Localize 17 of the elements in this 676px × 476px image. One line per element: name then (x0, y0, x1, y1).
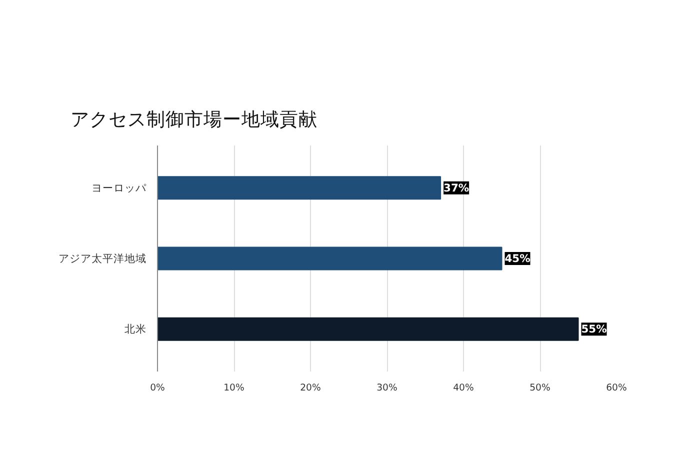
x-tick-label: 10% (224, 382, 245, 394)
bar (158, 176, 442, 200)
y-tick-label: ヨーロッパ (92, 181, 148, 194)
x-tick-label: 0% (150, 382, 166, 394)
bar (158, 246, 502, 270)
y-tick-label: 北米 (124, 322, 146, 336)
x-tick-label: 20% (300, 382, 322, 394)
chart-title: アクセス制御市場ー地域貢献 (70, 108, 318, 130)
data-label: 37% (444, 181, 470, 194)
data-label: 45% (504, 252, 531, 265)
x-tick-label: 60% (606, 382, 628, 394)
x-tick-label: 50% (530, 382, 551, 394)
bar (158, 317, 579, 341)
data-label: 55% (581, 322, 608, 336)
x-tick-label: 30% (376, 382, 398, 394)
y-tick-label: アジア太平洋地域 (58, 252, 146, 265)
x-tick-label: 40% (453, 382, 474, 394)
